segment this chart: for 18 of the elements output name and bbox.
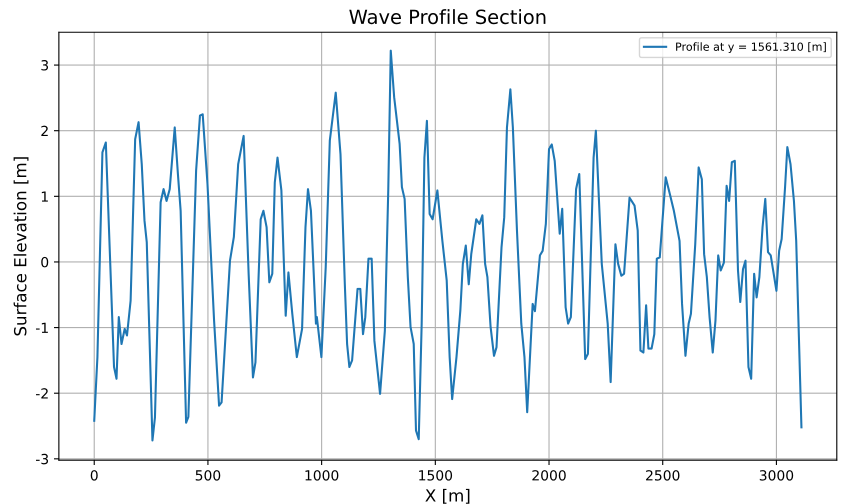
y-tick-label: -2 (36, 388, 48, 398)
y-tick-label: -3 (36, 454, 48, 464)
y-tick-label: 2 (41, 126, 48, 136)
x-tick-label: 1000 (305, 470, 338, 481)
y-tick-label: 1 (42, 191, 48, 202)
x-tick-label: 500 (196, 470, 220, 481)
legend-label: Profile at y = 1561.310 [m] (676, 42, 826, 54)
x-tick-label: 3000 (760, 470, 794, 481)
x-tick-label: 1500 (419, 470, 452, 481)
x-axis-title: X [m] (425, 488, 470, 504)
x-tick-label: 0 (90, 470, 98, 481)
x-tick-label: 2000 (532, 470, 566, 481)
y-tick-label: 3 (41, 60, 48, 71)
y-axis-title: Surface Elevation [m] (14, 157, 28, 336)
chart-title: Wave Profile Section (349, 9, 546, 24)
x-tick-label: 2500 (646, 470, 680, 481)
y-tick-label: -1 (36, 322, 48, 333)
y-tick-label: 0 (41, 256, 48, 268)
